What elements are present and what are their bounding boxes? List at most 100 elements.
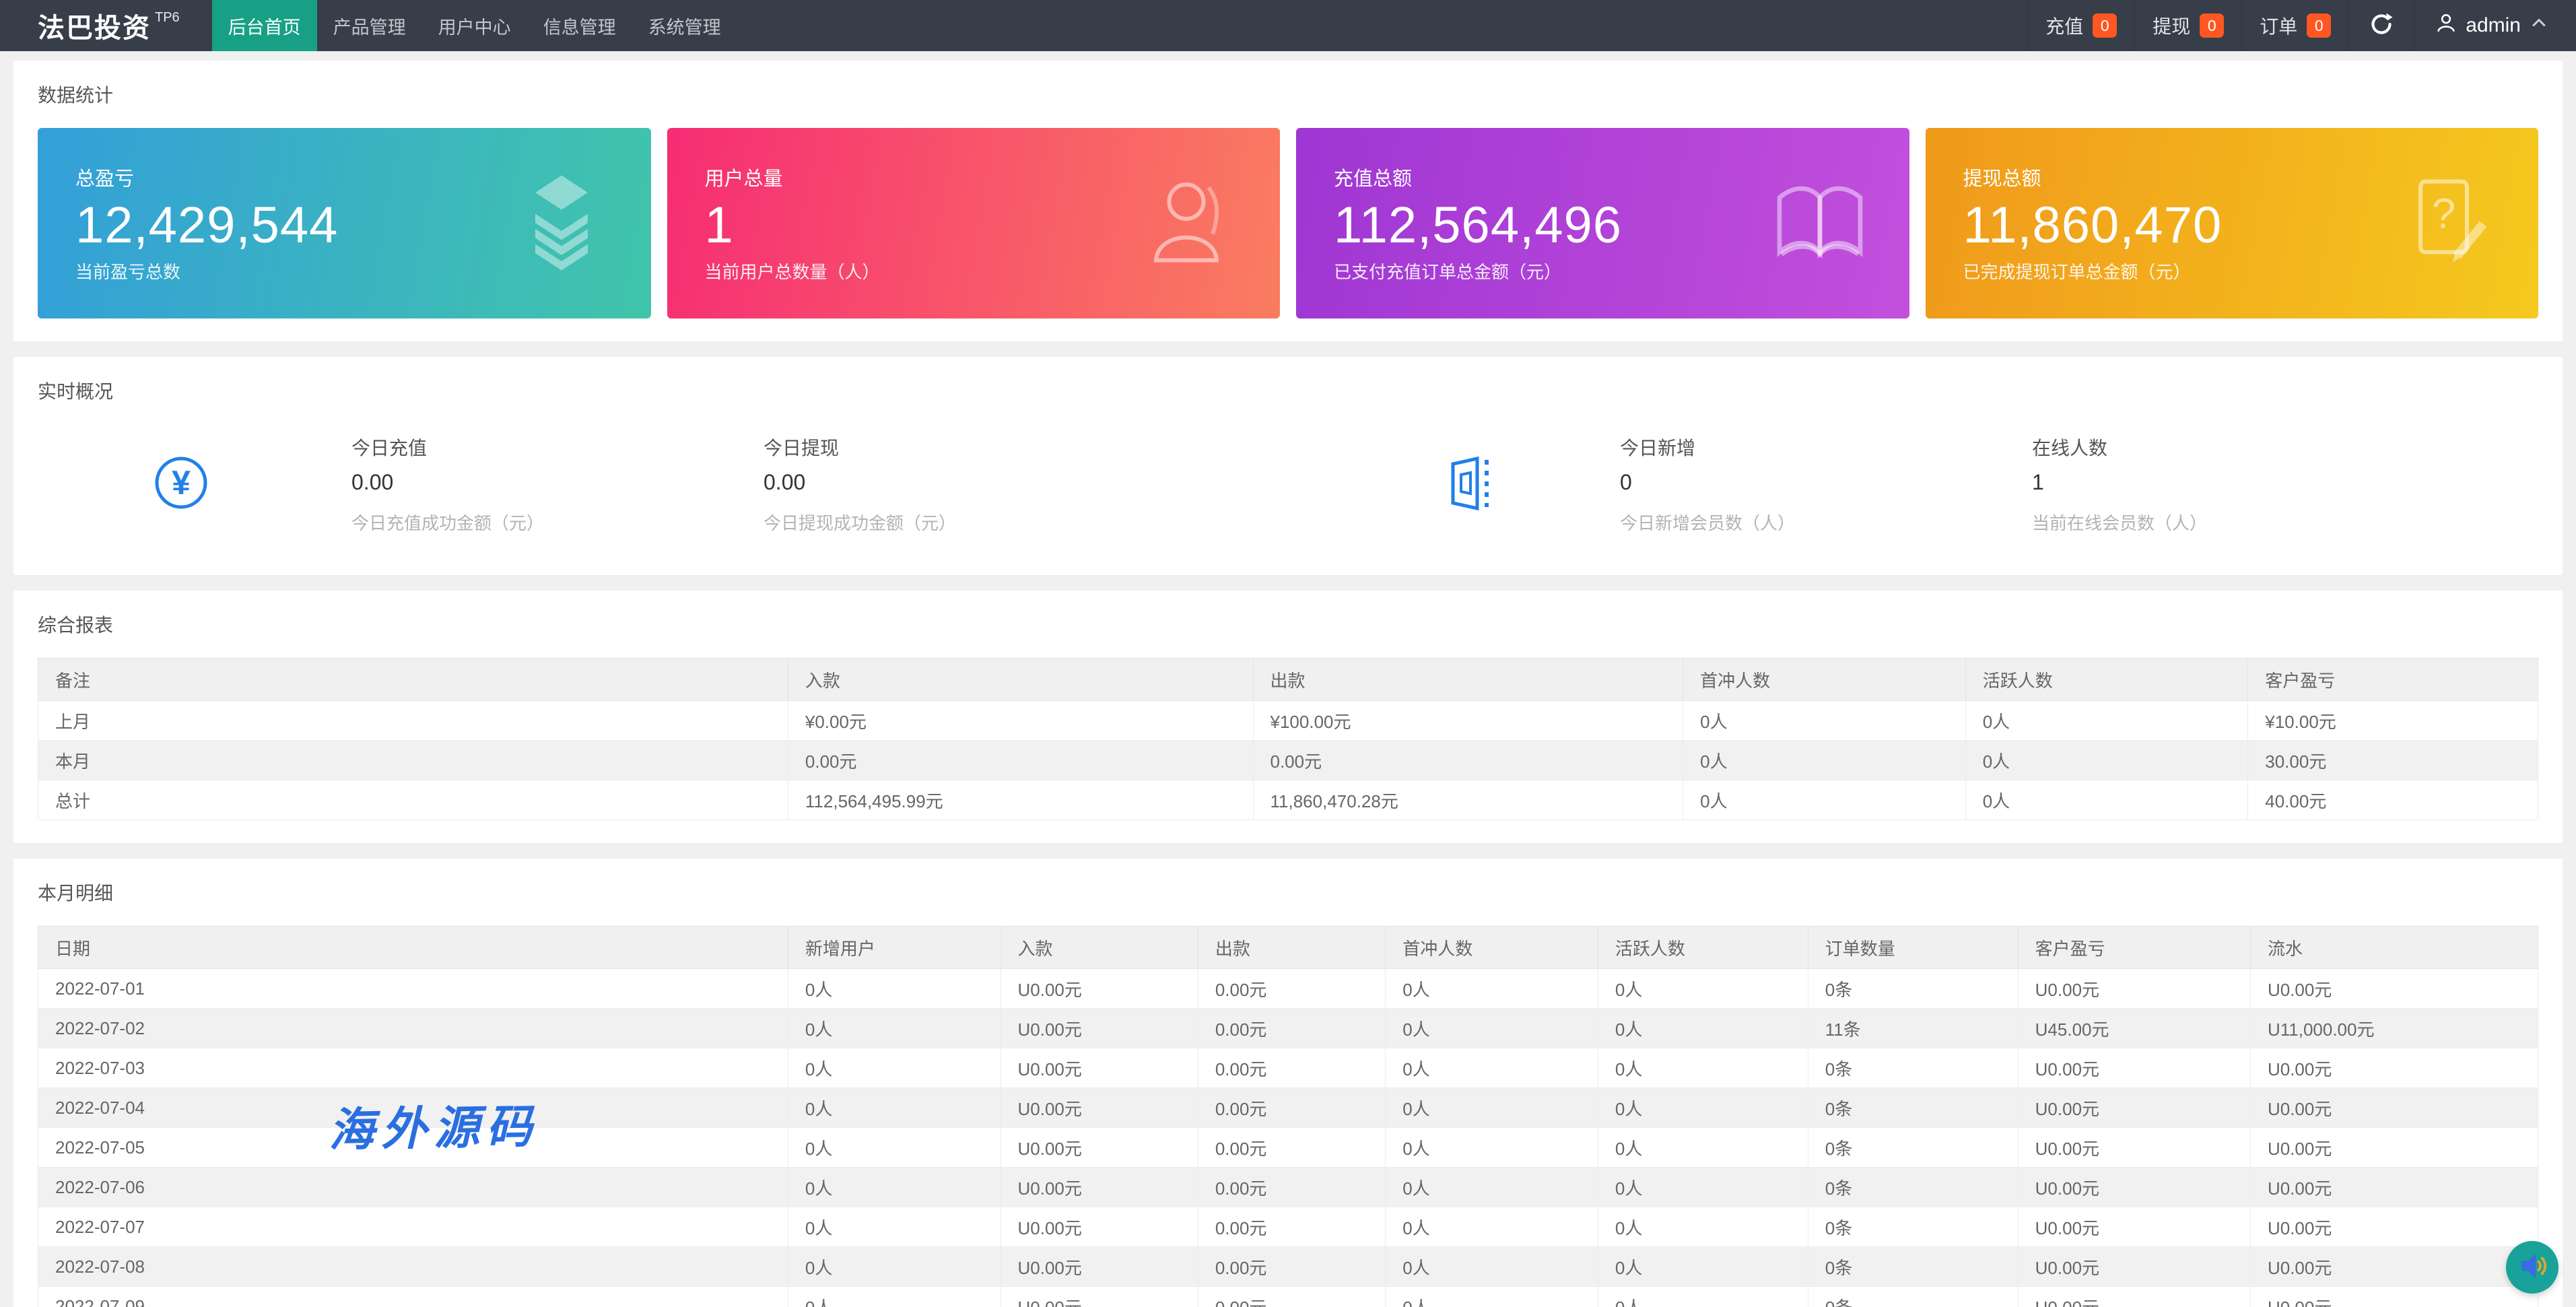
brand-name: 法巴投资 [38, 13, 151, 43]
table-row: 2022-07-04 0人 U0.00元 0.00元 0人 0人 0条 U0.00元 U0.00… [38, 1087, 2539, 1128]
stats-panel: 数据统计 总盈亏 12,429,544 当前盈亏总数 用户总量 1 当前用户总数… [13, 61, 2563, 341]
column-header: 新增用户 [787, 926, 1001, 969]
total-profit-card: 总盈亏 12,429,544 当前盈亏总数 [38, 128, 651, 319]
table-row: 2022-07-01 0人 U0.00元 0.00元 0人 0人 0条 U0.00元 U0.00… [38, 968, 2539, 1009]
table-cell: U0.00元 [2017, 1286, 2251, 1307]
card-desc: 已支付充值订单总金额（元） [1334, 262, 1562, 282]
card-label: 总盈亏 [75, 168, 135, 190]
card-desc: 已完成提现订单总金额（元） [1963, 262, 2191, 282]
stat-label: 今日充值 [351, 438, 428, 459]
column-header: 入款 [1000, 926, 1198, 969]
table-cell: 0条 [1807, 1087, 2019, 1128]
table-cell: U0.00元 [1000, 1167, 1198, 1207]
table-cell: U0.00元 [1000, 1008, 1198, 1048]
table-cell: U0.00元 [2017, 1246, 2251, 1287]
column-header: 出款 [1197, 926, 1386, 969]
table-cell: U0.00元 [1000, 1286, 1198, 1307]
table-cell: U0.00元 [2249, 1087, 2539, 1128]
menu-item-info[interactable]: 信息管理 [543, 17, 616, 38]
stat-value: 1 [2032, 470, 2044, 494]
table-cell: 2022-07-08 [38, 1246, 788, 1287]
refresh-button[interactable] [2348, 0, 2414, 51]
stat-desc: 今日新增会员数（人） [1620, 513, 1796, 533]
table-cell: 0.00元 [1197, 1167, 1386, 1207]
table-cell: 本月 [38, 740, 788, 780]
column-header: 首冲人数 [1683, 658, 1966, 701]
column-header: 活跃人数 [1597, 926, 1808, 969]
table-cell: 0条 [1807, 1286, 2019, 1307]
table-cell: U0.00元 [2249, 1207, 2539, 1247]
table-cell: U0.00元 [2249, 968, 2539, 1009]
stat-value: 0.00 [351, 470, 394, 494]
sound-toggle-button[interactable] [2506, 1241, 2558, 1294]
table-cell: U0.00元 [2017, 968, 2251, 1009]
table-cell: 2022-07-06 [38, 1167, 788, 1207]
brand-logo[interactable]: 法巴投资 TP6 [0, 0, 212, 51]
svg-text:?: ? [2432, 190, 2455, 237]
menu-item-users[interactable]: 用户中心 [438, 17, 511, 38]
table-cell: 0条 [1807, 1048, 2019, 1088]
report-panel: 综合报表 备注 入款 出款 首冲人数 活跃人数 客户盈亏 上月 ¥0.00元 ¥… [13, 591, 2563, 843]
speaker-icon [2517, 1250, 2548, 1285]
table-cell: 0人 [1597, 1127, 1808, 1168]
table-row: 2022-07-03 0人 U0.00元 0.00元 0人 0人 0条 U0.00元 U0.00… [38, 1048, 2539, 1088]
menu-item-products[interactable]: 产品管理 [333, 17, 406, 38]
column-header: 活跃人数 [1965, 658, 2249, 701]
orders-badge: 0 [2307, 13, 2332, 38]
table-cell: U0.00元 [1000, 1246, 1198, 1287]
person-icon [1140, 171, 1241, 275]
orders-label: 订单 [2260, 16, 2298, 37]
main-menu: 后台首页 产品管理 用户中心 信息管理 系统管理 [211, 0, 737, 51]
card-value: 112,564,496 [1334, 196, 1622, 254]
card-label: 充值总额 [1334, 168, 1413, 190]
table-row: 总计 112,564,495.99元 11,860,470.28元 0人 0人 … [38, 780, 2538, 820]
column-header: 客户盈亏 [2247, 658, 2538, 701]
table-cell: U0.00元 [2017, 1127, 2251, 1168]
card-label: 提现总额 [1963, 168, 2041, 190]
table-cell: 0人 [1597, 1048, 1808, 1088]
stat-label: 在线人数 [2032, 438, 2108, 459]
menu-item-system[interactable]: 系统管理 [648, 17, 721, 38]
user-menu[interactable]: admin [2414, 0, 2564, 51]
table-cell: U0.00元 [1000, 1127, 1198, 1168]
table-cell: 0人 [1385, 1246, 1598, 1287]
table-cell: 0人 [1385, 1286, 1598, 1307]
table-cell: 11条 [1807, 1008, 2019, 1048]
table-cell: 0人 [1385, 1127, 1598, 1168]
user-name: admin [2466, 14, 2521, 36]
column-header: 出款 [1252, 658, 1684, 701]
table-cell: 0.00元 [787, 740, 1254, 780]
navbar-right: 充值 0 提现 0 订单 0 a [2027, 0, 2576, 51]
table-cell: 0.00元 [1197, 1087, 1386, 1128]
withdraw-shortcut[interactable]: 提现 0 [2134, 0, 2241, 51]
layers-icon [511, 171, 612, 275]
table-cell: 0人 [787, 1167, 1001, 1207]
today-new-users-stat: 今日新增 0 今日新增会员数（人） [1620, 434, 2032, 535]
table-cell: U0.00元 [2017, 1207, 2251, 1247]
table-cell: ¥100.00元 [1252, 700, 1684, 741]
card-value: 1 [704, 196, 734, 254]
svg-text:¥: ¥ [172, 464, 191, 502]
table-cell: 2022-07-09 [38, 1286, 788, 1307]
orders-shortcut[interactable]: 订单 0 [2241, 0, 2348, 51]
table-cell: 0.00元 [1197, 968, 1386, 1009]
realtime-row: ¥ 今日充值 0.00 今日充值成功金额（元） 今日提现 0.00 今日提现成功… [38, 424, 2538, 552]
top-navbar: 法巴投资 TP6 后台首页 产品管理 用户中心 信息管理 系统管理 充值 0 提… [0, 0, 2576, 51]
column-header: 首冲人数 [1385, 926, 1598, 969]
column-header: 流水 [2249, 926, 2539, 969]
online-users-stat: 在线人数 1 当前在线会员数（人） [2032, 434, 2444, 535]
chevron-up-icon [2529, 13, 2549, 38]
recharge-shortcut[interactable]: 充值 0 [2027, 0, 2134, 51]
table-cell: 30.00元 [2247, 740, 2538, 780]
table-cell: 总计 [38, 780, 788, 820]
table-cell: 上月 [38, 700, 788, 741]
table-cell: 40.00元 [2247, 780, 2538, 820]
table-cell: 0人 [787, 1127, 1001, 1168]
menu-item-dashboard[interactable]: 后台首页 [211, 0, 317, 51]
table-cell: U0.00元 [2017, 1087, 2251, 1128]
stat-desc: 当前在线会员数（人） [2032, 513, 2208, 533]
card-value: 12,429,544 [75, 196, 339, 254]
table-cell: U0.00元 [2249, 1286, 2539, 1307]
table-row: 2022-07-08 0人 U0.00元 0.00元 0人 0人 0条 U0.00元 U0.00… [38, 1246, 2539, 1287]
table-cell: 2022-07-01 [38, 968, 788, 1009]
